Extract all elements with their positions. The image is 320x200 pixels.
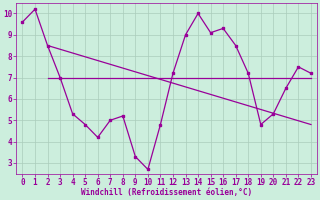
X-axis label: Windchill (Refroidissement éolien,°C): Windchill (Refroidissement éolien,°C) <box>81 188 252 197</box>
